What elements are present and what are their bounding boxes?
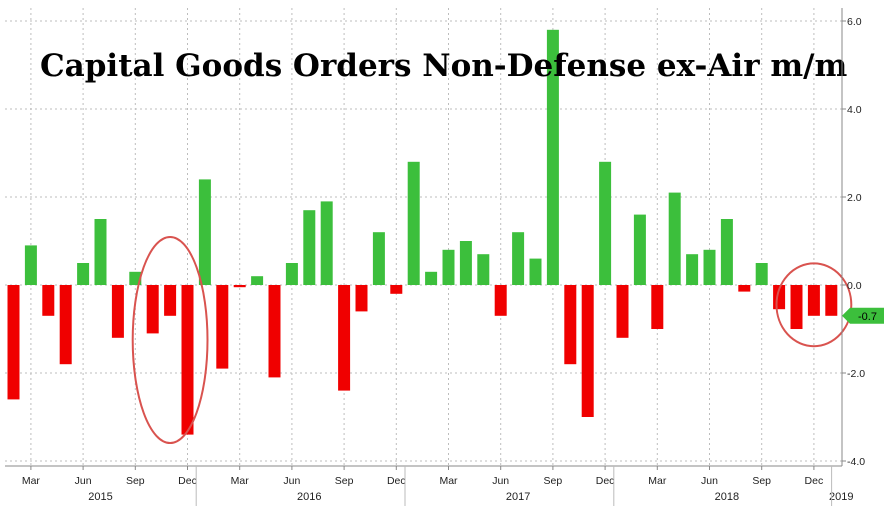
bar	[372, 232, 385, 285]
bar	[651, 285, 664, 329]
bar	[268, 285, 281, 378]
bar	[7, 285, 20, 400]
y-tick-label: 6.0	[847, 16, 862, 28]
bar	[251, 276, 264, 285]
y-tick-label: 4.0	[847, 104, 862, 116]
chart-title: Capital Goods Orders Non-Defense ex-Air …	[40, 48, 847, 84]
last-value-tag	[842, 307, 884, 324]
bar	[599, 161, 612, 285]
bar	[668, 192, 681, 285]
x-tick-label: Dec	[178, 475, 197, 487]
bar	[303, 210, 316, 285]
bar	[755, 263, 768, 285]
bar	[59, 285, 72, 365]
bar	[407, 161, 420, 285]
bar	[77, 263, 90, 285]
bar	[338, 285, 351, 391]
bar	[738, 285, 751, 292]
bar	[42, 285, 55, 316]
x-tick-label: Sep	[126, 475, 145, 487]
bar	[233, 285, 246, 288]
x-tick-label: Sep	[544, 475, 563, 487]
year-label: 2016	[297, 491, 321, 503]
bar	[146, 285, 159, 334]
bar	[825, 285, 838, 316]
x-tick-label: Jun	[283, 475, 300, 487]
x-tick-label: Dec	[596, 475, 615, 487]
bar	[616, 285, 629, 338]
bar	[494, 285, 507, 316]
bar	[425, 271, 438, 285]
bar	[512, 232, 525, 285]
x-tick-label: Sep	[335, 475, 354, 487]
y-tick-label: -2.0	[847, 368, 865, 380]
bar	[720, 219, 733, 285]
bar	[807, 285, 820, 316]
bar	[459, 241, 472, 285]
year-label: 2019	[829, 491, 853, 503]
y-tick-label: -4.0	[847, 456, 865, 468]
bar	[703, 249, 716, 285]
x-tick-label: Jun	[492, 475, 509, 487]
bar	[24, 245, 37, 285]
y-tick-label: 0.0	[847, 280, 862, 292]
bar	[790, 285, 803, 329]
bar	[633, 214, 646, 285]
bar	[320, 201, 333, 285]
bar	[546, 29, 559, 285]
x-tick-label: Mar	[231, 475, 250, 487]
bar	[164, 285, 177, 316]
year-label: 2017	[506, 491, 530, 503]
bar	[285, 263, 298, 285]
x-tick-label: Dec	[387, 475, 406, 487]
bar	[477, 254, 490, 285]
axes: Mar Jun Sep Dec Mar Jun Sep Dec Mar Jun Sep Dec Mar J…	[5, 8, 884, 506]
bar	[216, 285, 229, 369]
x-tick-label: Jun	[701, 475, 718, 487]
annotation-ellipse	[131, 236, 209, 444]
bar	[355, 285, 368, 312]
year-label: 2018	[715, 491, 739, 503]
x-tick-label: Jun	[75, 475, 92, 487]
bar	[564, 285, 577, 365]
y-tick-label: 2.0	[847, 192, 862, 204]
last-value-label: -0.7	[858, 311, 877, 323]
annotations	[131, 236, 853, 444]
x-tick-label: Dec	[805, 475, 824, 487]
bars	[7, 29, 838, 435]
x-tick-label: Mar	[648, 475, 667, 487]
bar	[442, 249, 455, 285]
bar	[581, 285, 594, 417]
bar	[111, 285, 124, 338]
bar	[94, 219, 107, 285]
x-tick-label: Mar	[22, 475, 41, 487]
bar	[529, 258, 542, 285]
bar	[181, 285, 194, 435]
bar	[686, 254, 699, 285]
year-label: 2015	[88, 491, 112, 503]
bar	[198, 179, 211, 285]
x-tick-label: Mar	[439, 475, 458, 487]
x-tick-label: Sep	[752, 475, 771, 487]
bar	[390, 285, 403, 294]
annotation-ellipse	[775, 262, 853, 348]
